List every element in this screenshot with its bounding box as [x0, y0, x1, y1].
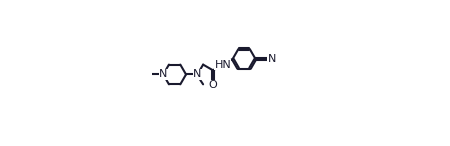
- Text: N: N: [159, 69, 167, 79]
- Text: N: N: [267, 54, 276, 64]
- Text: O: O: [209, 80, 217, 90]
- Text: N: N: [193, 69, 202, 79]
- Text: HN: HN: [215, 60, 231, 70]
